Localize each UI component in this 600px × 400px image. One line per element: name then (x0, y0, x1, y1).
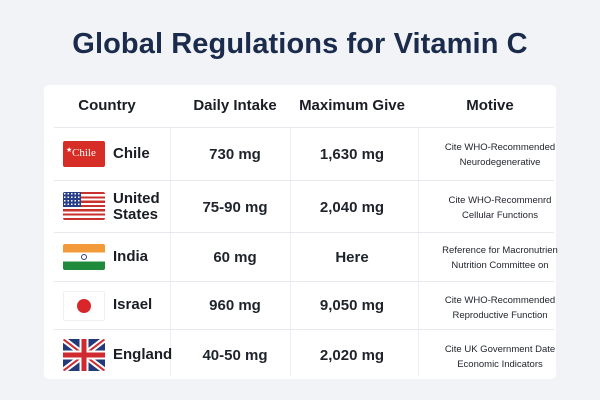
maximum-give-value: 9,050 mg (319, 297, 385, 314)
row-divider (54, 180, 554, 181)
motive-line-1: Cite WHO-Recommended (444, 142, 556, 153)
motive-text: Cite WHO-Recommended Reproductive Functi… (420, 293, 580, 323)
country-name: England (113, 346, 173, 363)
maximum-give-value: 2,020 mg (319, 347, 385, 364)
table-row: United States 75-90 mg 2,040 mg Cite WHO… (0, 182, 600, 232)
daily-intake-value: 960 mg (209, 297, 261, 314)
maximum-give-value: 1,630 mg (319, 146, 385, 163)
star-icon: ★ (66, 147, 73, 154)
header-country: Country (78, 97, 136, 114)
chakra-icon (81, 254, 87, 260)
chile-flag-icon: Chile ★ (63, 141, 105, 167)
header-daily-intake: Daily Intake (193, 97, 277, 114)
table-row: Israel 960 mg 9,050 mg Cite WHO-Recommen… (0, 282, 600, 332)
daily-intake-value: 40-50 mg (202, 347, 268, 364)
maximum-give-value: Here (335, 249, 369, 266)
row-divider (54, 232, 554, 233)
motive-line-2: Cellular Functions (461, 210, 539, 221)
union-jack-icon (63, 339, 105, 371)
page-title: Global Regulations for Vitamin C (72, 28, 528, 60)
motive-line-2: Economic Indicators (457, 359, 543, 370)
india-flag-icon (63, 244, 105, 270)
union-jack-flag-icon (63, 339, 105, 371)
motive-line-2: Neurodegenerative (459, 157, 541, 168)
daily-intake-value: 75-90 mg (202, 199, 268, 216)
country-name: India (113, 248, 149, 265)
israel-flag-icon (63, 291, 105, 321)
us-flag-icon (63, 192, 105, 220)
row-divider (54, 329, 554, 330)
country-name: United States (113, 190, 160, 223)
table-row: India 60 mg Here Reference for Macronutr… (0, 233, 600, 283)
motive-line-1: Cite WHO-Recommenrd (448, 195, 552, 206)
flag-label: Chile (72, 147, 96, 159)
flag-canton (63, 192, 81, 207)
country-name: Chile (113, 145, 150, 162)
motive-text: Cite UK Government Date Economic Indicat… (420, 342, 580, 372)
column-divider (170, 128, 171, 376)
motive-line-1: Cite WHO-Recommended (444, 295, 556, 306)
motive-text: Reference for Macronutrien Nutrition Com… (420, 243, 580, 273)
column-divider (418, 128, 419, 376)
header-maximum-give: Maximum Give (299, 97, 405, 114)
table-row: Chile ★ Chile 730 mg 1,630 mg Cite WHO-R… (0, 129, 600, 179)
daily-intake-value: 60 mg (213, 249, 257, 266)
column-divider (290, 128, 291, 376)
header-motive: Motive (466, 97, 514, 114)
motive-line-2: Reproductive Function (452, 310, 548, 321)
red-circle-icon (77, 299, 91, 313)
motive-text: Cite WHO-Recommended Neurodegenerative (420, 140, 580, 170)
motive-line-2: Nutrition Committee on (451, 260, 549, 271)
row-divider (54, 127, 554, 128)
table-row: England 40-50 mg 2,020 mg Cite UK Govern… (0, 330, 600, 380)
daily-intake-value: 730 mg (209, 146, 261, 163)
row-divider (54, 281, 554, 282)
motive-text: Cite WHO-Recommenrd Cellular Functions (420, 193, 580, 223)
motive-line-1: Cite UK Government Date (444, 344, 556, 355)
country-name: Israel (113, 296, 153, 313)
motive-line-1: Reference for Macronutrien (442, 245, 558, 256)
maximum-give-value: 2,040 mg (319, 199, 385, 216)
